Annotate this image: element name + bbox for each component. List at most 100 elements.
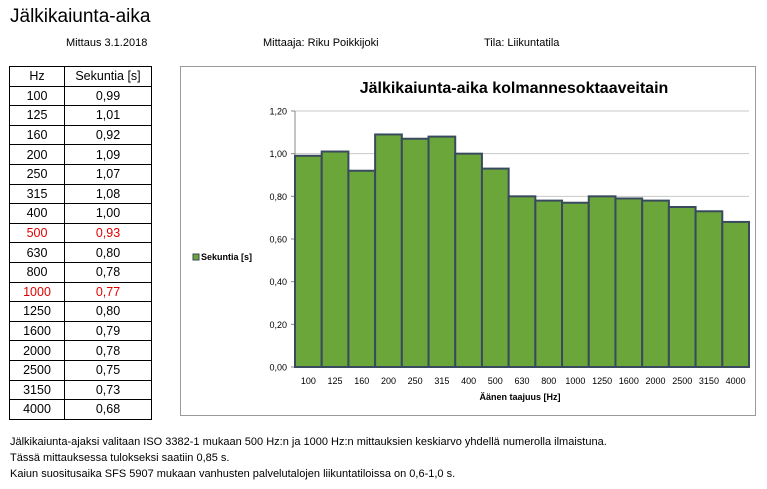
cell-hz: 3150 xyxy=(9,379,65,401)
bar xyxy=(400,137,430,368)
bar xyxy=(534,199,564,368)
x-tick-label: 800 xyxy=(541,376,556,386)
bar xyxy=(614,197,644,368)
bar xyxy=(427,135,457,368)
x-tick-label: 3150 xyxy=(699,376,719,386)
cell-seconds: 1,00 xyxy=(64,203,152,224)
note-line: Tässä mittauksessa tulokseksi saatiin 0,… xyxy=(10,452,230,464)
x-tick-label: 125 xyxy=(328,376,343,386)
x-tick-label: 200 xyxy=(381,376,396,386)
table-row: 400 1,00 xyxy=(9,203,152,224)
cell-hz: 200 xyxy=(9,144,65,165)
column-header-hz: Hz xyxy=(9,66,65,87)
table-row: 1600 0,79 xyxy=(9,320,152,342)
cell-seconds: 0,77 xyxy=(64,281,152,303)
cell-seconds: 0,80 xyxy=(64,301,152,322)
cell-hz: 1000 xyxy=(9,281,65,303)
bar xyxy=(667,206,697,368)
space-name: Tila: Liikuntatila xyxy=(484,37,560,49)
bar xyxy=(561,201,590,368)
note-line: Kaiun suositusaika SFS 5907 mukaan vanhu… xyxy=(10,468,456,480)
table-row: 160 0,92 xyxy=(9,124,152,146)
cell-seconds: 0,79 xyxy=(64,320,152,342)
bar xyxy=(294,154,323,368)
legend-label: Sekuntia [s] xyxy=(201,252,252,262)
column-header-seconds: Sekuntia [s] xyxy=(64,66,152,87)
table-header-row: Hz Sekuntia [s] xyxy=(9,66,152,87)
x-tick-label: 400 xyxy=(461,376,476,386)
cell-seconds: 1,07 xyxy=(64,163,152,185)
x-tick-label: 4000 xyxy=(726,376,746,386)
cell-hz: 2500 xyxy=(9,359,65,381)
table-row: 2000 0,78 xyxy=(9,340,152,361)
table-row: 800 0,78 xyxy=(9,261,152,283)
cell-hz: 400 xyxy=(9,203,65,224)
x-tick-label: 100 xyxy=(301,376,316,386)
bar xyxy=(347,169,377,368)
bar xyxy=(374,133,403,369)
y-tick-label: 0,60 xyxy=(269,235,287,245)
cell-hz: 500 xyxy=(9,222,65,244)
cell-seconds: 0,92 xyxy=(64,124,152,146)
cell-seconds: 0,99 xyxy=(64,85,152,107)
bar xyxy=(320,150,350,368)
table-row: 100 0,99 xyxy=(9,85,152,107)
x-tick-label: 1000 xyxy=(565,376,585,386)
cell-hz: 2000 xyxy=(9,340,65,361)
cell-hz: 630 xyxy=(9,242,65,263)
x-axis-label: Äänen taajuus [Hz] xyxy=(479,392,560,402)
table-row: 4000 0,68 xyxy=(9,399,152,420)
page-title: Jälkikaiunta-aika xyxy=(10,6,151,27)
chart-title: Jälkikaiunta-aika kolmannesoktaaveitain xyxy=(360,80,669,97)
table-row: 250 1,07 xyxy=(9,163,152,185)
cell-hz: 160 xyxy=(9,124,65,146)
reverb-table: Hz Sekuntia [s] 100 0,99 125 1,01 160 0,92 200… xyxy=(9,66,152,420)
measurer: Mittaaja: Riku Poikkijoki xyxy=(263,37,379,49)
table-row: 125 1,01 xyxy=(9,105,152,126)
cell-seconds: 0,80 xyxy=(64,242,152,263)
bar xyxy=(641,199,670,368)
x-tick-label: 160 xyxy=(354,376,369,386)
cell-seconds: 0,78 xyxy=(64,261,152,283)
cell-hz: 125 xyxy=(9,105,65,126)
cell-seconds: 0,73 xyxy=(64,379,152,401)
cell-seconds: 1,01 xyxy=(64,105,152,126)
y-tick-label: 0,20 xyxy=(269,320,287,330)
cell-hz: 250 xyxy=(9,163,65,185)
bar xyxy=(721,220,751,368)
legend-swatch xyxy=(192,253,200,261)
cell-seconds: 0,78 xyxy=(64,340,152,361)
y-tick-label: 0,40 xyxy=(269,277,287,287)
y-tick-label: 0,80 xyxy=(269,192,287,202)
bar xyxy=(507,195,537,368)
chart-area: Jälkikaiunta-aika kolmannesoktaaveitain 0… xyxy=(180,66,756,416)
table-row: 630 0,80 xyxy=(9,242,152,263)
cell-seconds: 0,75 xyxy=(64,359,152,381)
measurement-date: Mittaus 3.1.2018 xyxy=(66,37,148,49)
bar xyxy=(587,195,617,368)
cell-hz: 1250 xyxy=(9,301,65,322)
y-tick-label: 1,00 xyxy=(269,149,287,159)
table-body: 100 0,99 125 1,01 160 0,92 200 1,09 250 1,07 315 1,… xyxy=(9,85,152,420)
bar xyxy=(694,210,724,368)
x-tick-label: 500 xyxy=(488,376,503,386)
bar-chart: Jälkikaiunta-aika kolmannesoktaaveitain 0… xyxy=(192,80,751,402)
cell-seconds: 1,09 xyxy=(64,144,152,165)
table-row: 500 0,93 xyxy=(9,222,152,244)
cell-hz: 100 xyxy=(9,85,65,107)
x-tick-label: 2500 xyxy=(672,376,692,386)
table-row: 315 1,08 xyxy=(9,183,152,205)
x-tick-label: 630 xyxy=(514,376,529,386)
x-tick-label: 315 xyxy=(434,376,449,386)
x-tick-label: 1600 xyxy=(619,376,639,386)
table-row: 1000 0,77 xyxy=(9,281,152,303)
cell-hz: 315 xyxy=(9,183,65,205)
table-row: 1250 0,80 xyxy=(9,301,152,322)
table-row: 3150 0,73 xyxy=(9,379,152,401)
x-tick-label: 1250 xyxy=(592,376,612,386)
cell-hz: 800 xyxy=(9,261,65,283)
cell-seconds: 0,93 xyxy=(64,222,152,244)
table-row: 2500 0,75 xyxy=(9,359,152,381)
note-line: Jälkikaiunta-ajaksi valitaan ISO 3382-1 … xyxy=(10,436,607,448)
notes: Jälkikaiunta-ajaksi valitaan ISO 3382-1 … xyxy=(10,434,607,482)
